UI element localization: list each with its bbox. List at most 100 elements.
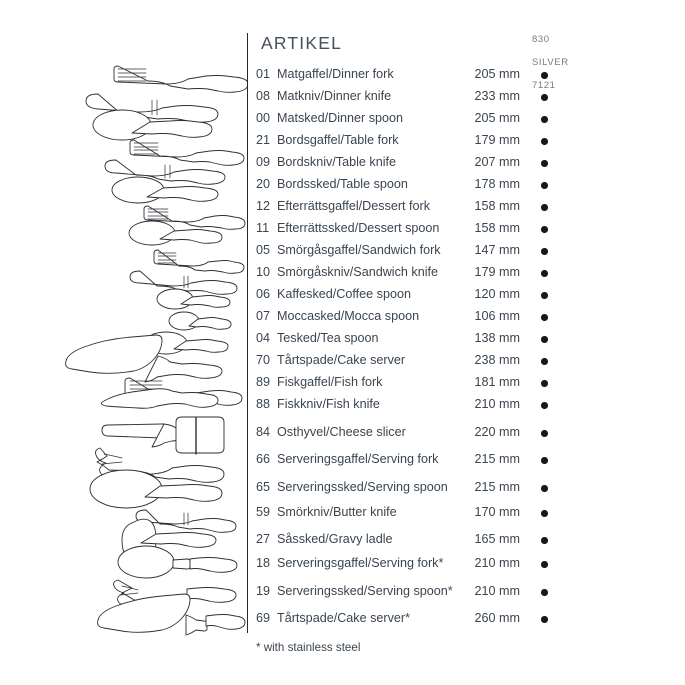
table-row[interactable]: 66 Serveringsgaffel/Serving fork 215 mm bbox=[0, 452, 685, 470]
table-row[interactable]: 27 Såssked/Gravy ladle 165 mm bbox=[0, 532, 685, 550]
row-code: 88 bbox=[256, 397, 271, 411]
row-length: 207 mm bbox=[474, 155, 521, 169]
row-label: Serveringsgaffel/Serving fork* bbox=[277, 556, 444, 570]
illustration-cheese-slicer bbox=[101, 416, 225, 455]
row-length: 147 mm bbox=[474, 243, 521, 257]
illustration-dinner-spoon bbox=[92, 109, 213, 141]
row-code: 11 bbox=[256, 221, 270, 235]
column-divider bbox=[247, 33, 249, 633]
table-row[interactable]: 84 Osthyvel/Cheese slicer 220 mm bbox=[0, 425, 685, 443]
silver-availability-dot bbox=[541, 314, 548, 321]
illustration-serving-fork-steel bbox=[117, 545, 238, 579]
row-code: 18 bbox=[256, 556, 271, 570]
table-row[interactable]: 10 Smörgåskniv/Sandwich knife 179 mm bbox=[0, 265, 685, 283]
table-row[interactable]: 69 Tårtspade/Cake server* 260 mm bbox=[0, 611, 685, 629]
row-label: Matkniv/Dinner knife bbox=[277, 89, 392, 103]
row-length: 260 mm bbox=[474, 611, 521, 625]
row-code: 69 bbox=[256, 611, 271, 625]
table-row[interactable]: 05 Smörgåsgaffel/Sandwich fork 147 mm bbox=[0, 243, 685, 261]
row-code: 06 bbox=[256, 287, 271, 301]
table-row[interactable]: 06 Kaffesked/Coffee spoon 120 mm bbox=[0, 287, 685, 305]
table-row[interactable]: 09 Bordskniv/Table knife 207 mm bbox=[0, 155, 685, 173]
row-label: Efterrättssked/Dessert spoon bbox=[277, 221, 440, 235]
silver-availability-dot bbox=[541, 116, 548, 123]
silver-availability-dot bbox=[541, 204, 548, 211]
table-row[interactable]: 01 Matgaffel/Dinner fork 205 mm bbox=[0, 67, 685, 85]
table-row[interactable]: 07 Moccasked/Mocca spoon 106 mm bbox=[0, 309, 685, 327]
cutlery-illustration-column bbox=[0, 0, 247, 685]
table-row[interactable]: 18 Serveringsgaffel/Serving fork* 210 mm bbox=[0, 556, 685, 574]
illustration-serving-spoon bbox=[89, 469, 223, 509]
row-label: Serveringssked/Serving spoon bbox=[277, 480, 448, 494]
table-row[interactable]: 00 Matsked/Dinner spoon 205 mm bbox=[0, 111, 685, 129]
silver-availability-dot bbox=[541, 72, 548, 79]
illustration-table-knife bbox=[104, 159, 226, 185]
silver-header-line-1: 830 bbox=[532, 33, 550, 45]
row-length: 165 mm bbox=[474, 532, 521, 546]
row-length: 158 mm bbox=[474, 199, 521, 213]
row-label: Matsked/Dinner spoon bbox=[277, 111, 404, 125]
illustration-dessert-spoon bbox=[128, 220, 223, 246]
table-row[interactable]: 70 Tårtspade/Cake server 238 mm bbox=[0, 353, 685, 371]
row-code: 00 bbox=[256, 111, 271, 125]
silver-availability-dot bbox=[541, 248, 548, 255]
silver-header-line-2: SILVER bbox=[532, 56, 569, 68]
table-row[interactable]: 12 Efterrättsgaffel/Dessert fork 158 mm bbox=[0, 199, 685, 217]
row-length: 215 mm bbox=[474, 452, 521, 466]
row-label: Serveringssked/Serving spoon* bbox=[277, 584, 453, 598]
row-code: 05 bbox=[256, 243, 271, 257]
row-code: 21 bbox=[256, 133, 271, 147]
illustration-coffee-spoon bbox=[156, 288, 231, 310]
row-label: Serveringsgaffel/Serving fork bbox=[277, 452, 439, 466]
silver-availability-dot bbox=[541, 292, 548, 299]
silver-column-header: 830 SILVER 7121 bbox=[532, 22, 569, 103]
table-row[interactable]: 11 Efterrättssked/Dessert spoon 158 mm bbox=[0, 221, 685, 239]
illustration-dinner-fork bbox=[113, 65, 247, 93]
table-row[interactable]: 04 Tesked/Tea spoon 138 mm bbox=[0, 331, 685, 349]
row-label: Osthyvel/Cheese slicer bbox=[277, 425, 406, 439]
row-length: 210 mm bbox=[474, 397, 521, 411]
table-row[interactable]: 08 Matkniv/Dinner knife 233 mm bbox=[0, 89, 685, 107]
silver-availability-dot bbox=[541, 616, 548, 623]
illustration-sandwich-knife bbox=[129, 270, 238, 295]
row-label: Tårtspade/Cake server bbox=[277, 353, 406, 367]
illustration-cake-server-steel bbox=[97, 593, 246, 636]
illustration-dinner-knife bbox=[85, 93, 219, 123]
row-length: 158 mm bbox=[474, 221, 521, 235]
row-length: 233 mm bbox=[474, 89, 521, 103]
row-label: Tesked/Tea spoon bbox=[277, 331, 379, 345]
row-code: 59 bbox=[256, 505, 271, 519]
row-label: Bordskniv/Table knife bbox=[277, 155, 397, 169]
illustration-sandwich-fork bbox=[153, 249, 245, 274]
illustration-mocca-spoon bbox=[168, 311, 232, 331]
illustration-table-fork bbox=[129, 139, 245, 166]
row-label: Såssked/Gravy ladle bbox=[277, 532, 393, 546]
table-row[interactable]: 20 Bordssked/Table spoon 178 mm bbox=[0, 177, 685, 195]
table-row[interactable]: 89 Fiskgaffel/Fish fork 181 mm bbox=[0, 375, 685, 393]
silver-availability-dot bbox=[541, 226, 548, 233]
table-row[interactable]: 88 Fiskkniv/Fish knife 210 mm bbox=[0, 397, 685, 415]
row-length: 106 mm bbox=[474, 309, 521, 323]
table-row[interactable]: 65 Serveringssked/Serving spoon 215 mm bbox=[0, 480, 685, 498]
row-length: 205 mm bbox=[474, 67, 521, 81]
table-row[interactable]: 59 Smörkniv/Butter knife 170 mm bbox=[0, 505, 685, 523]
row-length: 181 mm bbox=[474, 375, 521, 389]
table-row[interactable]: 19 Serveringssked/Serving spoon* 210 mm bbox=[0, 584, 685, 602]
artikel-heading: ARTIKEL bbox=[261, 33, 343, 53]
row-label: Smörgåskniv/Sandwich knife bbox=[277, 265, 438, 279]
silver-availability-dot bbox=[541, 94, 548, 101]
row-label: Kaffesked/Coffee spoon bbox=[277, 287, 411, 301]
silver-availability-dot bbox=[541, 358, 548, 365]
row-label: Moccasked/Mocca spoon bbox=[277, 309, 420, 323]
silver-availability-dot bbox=[541, 561, 548, 568]
row-code: 70 bbox=[256, 353, 271, 367]
row-label: Fiskgaffel/Fish fork bbox=[277, 375, 383, 389]
row-code: 65 bbox=[256, 480, 271, 494]
row-length: 170 mm bbox=[474, 505, 521, 519]
row-label: Smörgåsgaffel/Sandwich fork bbox=[277, 243, 441, 257]
row-length: 238 mm bbox=[474, 353, 521, 367]
silver-availability-dot bbox=[541, 380, 548, 387]
row-label: Bordsgaffel/Table fork bbox=[277, 133, 399, 147]
table-row[interactable]: 21 Bordsgaffel/Table fork 179 mm bbox=[0, 133, 685, 151]
illustration-dessert-fork bbox=[143, 205, 246, 230]
